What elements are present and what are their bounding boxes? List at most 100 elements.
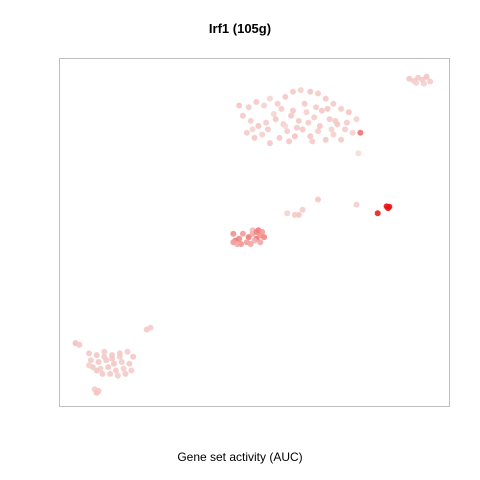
- data-point: [286, 138, 293, 145]
- data-point: [353, 116, 360, 123]
- data-point: [307, 133, 314, 140]
- data-point: [293, 124, 300, 131]
- data-point: [109, 355, 116, 362]
- data-point: [255, 123, 262, 129]
- data-point: [303, 109, 310, 116]
- data-point: [116, 353, 123, 360]
- data-point: [234, 241, 241, 247]
- data-point: [315, 196, 321, 203]
- data-point: [251, 134, 258, 141]
- data-point: [297, 87, 304, 94]
- data-point: [322, 95, 329, 102]
- data-point: [239, 112, 246, 119]
- data-point: [353, 201, 360, 208]
- data-point: [76, 341, 83, 348]
- data-point: [95, 359, 102, 365]
- data-point: [266, 95, 273, 102]
- data-point: [87, 357, 94, 364]
- data-point: [86, 362, 92, 369]
- data-point: [118, 359, 125, 365]
- data-point: [349, 129, 356, 136]
- data-point: [311, 114, 318, 121]
- data-point: [266, 140, 273, 147]
- data-point: [288, 112, 295, 119]
- data-point: [130, 353, 137, 360]
- data-point: [309, 138, 316, 145]
- plot-frame: [59, 58, 450, 407]
- data-point: [230, 230, 237, 237]
- data-point: [99, 370, 106, 377]
- data-point: [101, 353, 108, 360]
- data-point: [316, 123, 323, 129]
- data-point: [315, 128, 321, 135]
- data-point: [257, 239, 264, 246]
- data-point: [247, 117, 254, 124]
- data-point: [147, 324, 154, 331]
- data-point: [301, 100, 308, 107]
- data-point: [278, 105, 285, 112]
- data-point: [357, 129, 364, 136]
- data-point: [107, 370, 114, 377]
- data-point: [239, 230, 246, 237]
- data-point: [253, 99, 260, 105]
- data-point: [427, 78, 434, 85]
- data-point: [276, 134, 283, 141]
- data-point: [282, 93, 289, 100]
- data-point: [261, 102, 268, 109]
- data-point: [328, 126, 335, 133]
- data-point: [330, 131, 337, 138]
- x-axis-label: Gene set activity (AUC): [177, 450, 303, 464]
- data-point: [105, 364, 112, 371]
- data-point: [274, 100, 281, 107]
- data-point: [291, 211, 298, 218]
- data-point: [332, 117, 339, 124]
- data-point: [270, 111, 277, 117]
- data-point: [338, 105, 345, 112]
- data-point: [111, 360, 117, 367]
- data-point: [290, 88, 296, 95]
- data-point: [120, 365, 127, 372]
- data-point: [374, 210, 381, 217]
- data-point: [251, 237, 258, 244]
- data-point: [124, 348, 131, 355]
- data-point: [299, 126, 306, 133]
- data-point: [385, 205, 392, 212]
- data-point: [290, 107, 296, 114]
- points-layer: [72, 73, 434, 396]
- data-point: [322, 136, 329, 143]
- chart-title: Irf1 (105g): [208, 21, 272, 36]
- data-point: [122, 370, 129, 377]
- data-point: [259, 131, 266, 138]
- data-point: [291, 133, 298, 140]
- data-point: [245, 234, 252, 241]
- data-point: [413, 79, 420, 86]
- data-point: [93, 352, 100, 359]
- data-point: [355, 150, 362, 157]
- data-point: [343, 119, 350, 126]
- data-point: [95, 388, 102, 394]
- data-point: [265, 126, 271, 133]
- data-point: [261, 234, 268, 241]
- data-point: [259, 229, 266, 235]
- data-point: [101, 348, 108, 355]
- data-point: [236, 102, 243, 109]
- data-point: [126, 360, 133, 367]
- data-point: [330, 100, 337, 107]
- data-point: [93, 367, 100, 374]
- data-point: [324, 105, 331, 112]
- data-point: [243, 129, 250, 136]
- data-point: [345, 109, 352, 116]
- data-point: [305, 119, 312, 126]
- data-point: [282, 123, 289, 129]
- data-point: [326, 116, 333, 123]
- data-point: [420, 80, 427, 87]
- data-point: [245, 104, 252, 111]
- data-point: [307, 88, 314, 95]
- data-point: [272, 116, 279, 123]
- data-point: [112, 367, 119, 374]
- data-point: [263, 119, 270, 126]
- data-point: [249, 126, 256, 133]
- data-point: [313, 104, 320, 111]
- data-point: [295, 117, 302, 124]
